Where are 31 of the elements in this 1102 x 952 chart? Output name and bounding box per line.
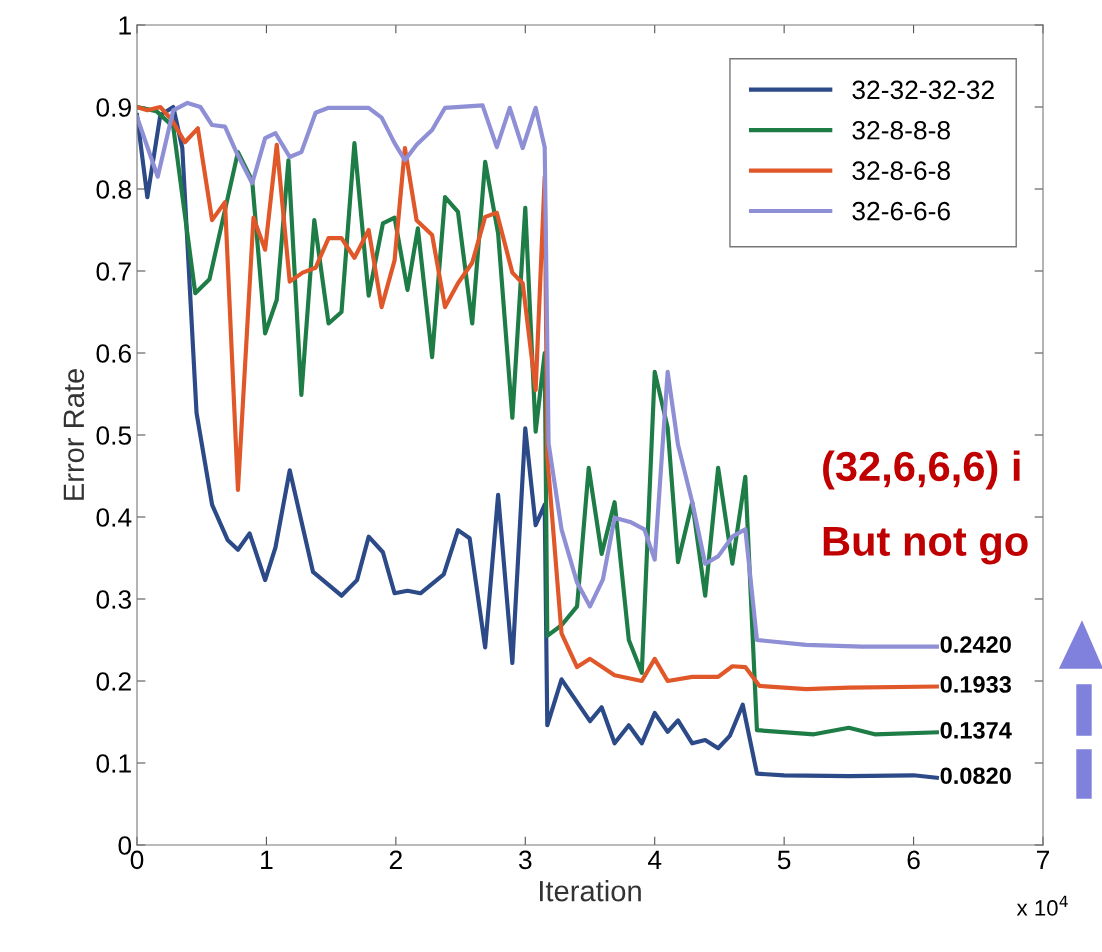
y-tick-label: 0.5 — [96, 426, 132, 445]
data-label: 0.1933 — [940, 676, 1012, 693]
x-tick-label: 5 — [777, 850, 791, 870]
y-axis-title: Error Rate — [63, 369, 85, 500]
y-tick-label: 0.9 — [96, 98, 131, 117]
x-axis-title: Iteration — [540, 880, 641, 902]
y-tick-label: 0.2 — [96, 672, 131, 691]
y-tick-label: 0.1 — [96, 754, 131, 773]
y-tick-label: 0 — [118, 836, 132, 855]
y-tick-label: 1 — [119, 16, 131, 35]
y-tick-label: 0.3 — [96, 590, 131, 609]
legend-label: 32-32-32-32 — [852, 80, 994, 100]
data-label: 0.1374 — [940, 721, 1012, 739]
x-tick-label: 1 — [261, 850, 273, 869]
data-label: 0.2420 — [940, 636, 1011, 653]
x-tick-label: 2 — [389, 850, 402, 869]
legend-label: 32-8-8-8 — [852, 120, 950, 140]
y-tick-label: 0.4 — [96, 508, 132, 527]
x-tick-label: 4 — [647, 850, 662, 869]
x-tick-label: 3 — [518, 850, 532, 870]
x-tick-label: 6 — [907, 850, 920, 870]
x-tick-label: 7 — [1037, 850, 1050, 869]
y-tick-label: 0.8 — [96, 180, 131, 199]
y-tick-label: 0.6 — [96, 344, 131, 363]
data-label: 0.0820 — [940, 767, 1011, 785]
text: x 10$^{4}$ — [1016, 895, 1068, 916]
legend-label: 32-6-6-6 — [852, 201, 950, 221]
annotation: (32,6,6,6) i — [823, 450, 1020, 490]
y-tick-label: 0.7 — [96, 262, 131, 281]
legend-label: 32-8-6-8 — [852, 161, 950, 181]
annotation: But not go — [823, 526, 1028, 565]
